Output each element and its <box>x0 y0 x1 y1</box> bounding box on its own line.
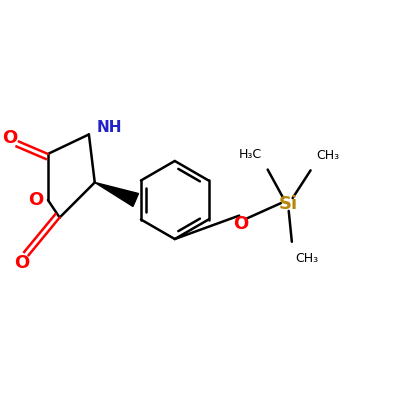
Text: O: O <box>28 191 44 209</box>
Text: O: O <box>14 254 29 272</box>
Text: O: O <box>233 215 248 233</box>
Text: CH₃: CH₃ <box>296 252 319 265</box>
Text: CH₃: CH₃ <box>316 149 340 162</box>
Text: O: O <box>2 128 18 146</box>
Text: H₃C: H₃C <box>238 148 262 161</box>
Text: Si: Si <box>278 195 298 213</box>
Polygon shape <box>95 182 138 206</box>
Text: NH: NH <box>97 120 122 135</box>
